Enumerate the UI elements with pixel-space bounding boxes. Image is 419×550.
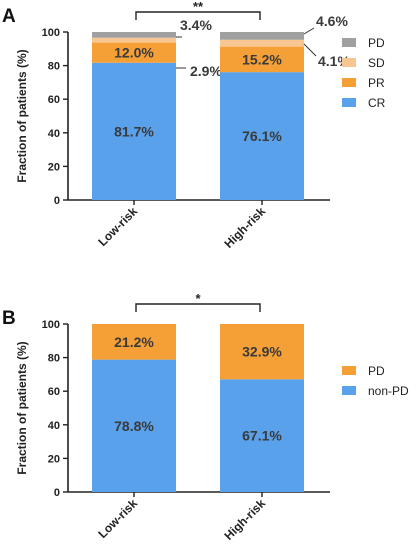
bar-segment-non-pd	[220, 379, 304, 492]
data-label: 3.4%	[180, 17, 212, 33]
bar-segment-pr	[92, 42, 176, 63]
panel-b: B 0 20 40 60 80 100 Fraction of patients (%) 78.…	[2, 291, 409, 543]
y-tick-label: 20	[48, 161, 60, 173]
legend-label: non-PD	[368, 384, 409, 398]
legend-label: PD	[368, 36, 385, 50]
x-tick-label: High-risk	[221, 496, 268, 543]
legend-label: PR	[368, 76, 385, 90]
panel-a: A 0 20 40 60 80 100 Fraction of patients (%) 81.…	[2, 0, 386, 251]
data-label: 76.1%	[242, 128, 282, 144]
y-tick-label: 60	[48, 94, 60, 106]
legend-label: CR	[368, 96, 386, 110]
data-label: 81.7%	[114, 123, 154, 139]
legend-swatch	[342, 78, 356, 87]
legend-swatch	[342, 98, 356, 107]
bar-segment-pd	[92, 324, 176, 360]
x-tick-label: Low-risk	[95, 496, 140, 541]
data-label: 32.9%	[242, 344, 282, 360]
y-axis-title: Fraction of patients (%)	[15, 341, 29, 474]
bar-segment-pd	[220, 32, 304, 40]
data-label: 67.1%	[242, 428, 282, 444]
significance-marker: *	[195, 291, 201, 306]
bar-segment-pd	[92, 32, 176, 38]
data-label: 21.2%	[114, 334, 154, 350]
significance-bracket	[135, 11, 261, 20]
y-tick-label: 20	[48, 453, 60, 465]
legend-label: PD	[368, 364, 385, 378]
label-leader-line	[303, 43, 317, 57]
bar-segment-cr	[92, 62, 176, 200]
bar-segment-pd	[220, 324, 304, 380]
y-tick-label: 40	[48, 128, 60, 140]
bar-segment-pr	[220, 46, 304, 73]
significance-marker: **	[193, 0, 204, 14]
bar-segment-sd	[92, 37, 176, 43]
data-label: 78.8%	[114, 418, 154, 434]
bar-segment-cr	[220, 72, 304, 200]
data-label: 15.2%	[242, 51, 282, 67]
legend-swatch	[342, 366, 356, 375]
y-tick-label: 0	[54, 195, 60, 207]
y-tick-label: 60	[48, 386, 60, 398]
panel-letter: A	[2, 6, 16, 27]
legend-label: SD	[368, 56, 385, 70]
data-label: 12.0%	[114, 45, 154, 61]
legend-swatch	[342, 386, 356, 395]
y-tick-label: 100	[42, 27, 60, 39]
y-tick-label: 0	[54, 487, 60, 499]
y-axis-title: Fraction of patients (%)	[15, 49, 29, 182]
legend-swatch	[342, 58, 356, 67]
panel-letter: B	[2, 308, 16, 329]
y-tick-label: 100	[42, 319, 60, 331]
significance-bracket	[135, 303, 261, 312]
bar-segment-sd	[220, 39, 304, 47]
y-tick-label: 80	[48, 61, 60, 73]
x-tick-label: Low-risk	[95, 204, 140, 249]
label-leader-line	[303, 27, 315, 35]
bar-segment-non-pd	[92, 359, 176, 492]
data-label: 2.9%	[190, 63, 222, 79]
legend-swatch	[342, 38, 356, 47]
y-tick-label: 80	[48, 353, 60, 365]
x-tick-label: High-risk	[221, 204, 268, 251]
data-label: 4.6%	[316, 13, 348, 29]
y-tick-label: 40	[48, 420, 60, 432]
